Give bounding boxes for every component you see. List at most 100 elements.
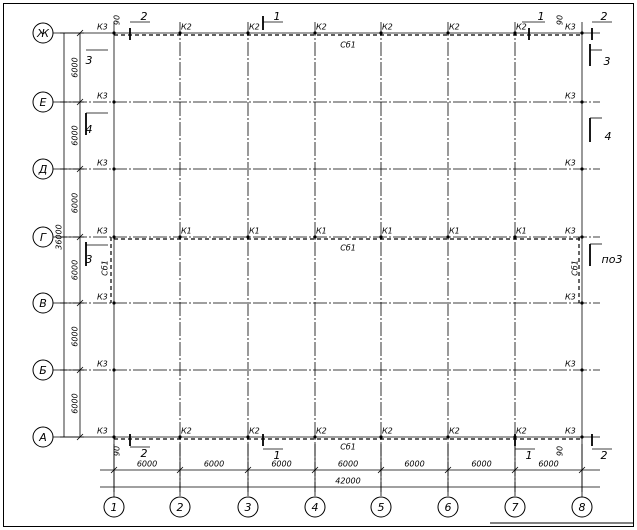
row-label: Ж [36,27,50,40]
node [379,235,383,239]
node [246,435,250,439]
node [580,100,584,104]
node-label: К1 [316,227,327,236]
dimension-text: 6000 [538,460,558,469]
row-bubble [32,426,54,448]
column-label: 2 [177,501,184,514]
node [112,31,116,35]
beam-label: Сб1 [571,260,580,276]
node-label: К3 [97,293,108,302]
dimension-tick [444,466,452,474]
node-label: К1 [382,227,393,236]
node [112,167,116,171]
node-label: К3 [565,427,576,436]
column-label: 6 [445,501,452,514]
column-bubble [571,496,593,518]
node-label: К2 [316,23,327,32]
column-label: 1 [111,501,118,514]
node-label: К3 [565,23,576,32]
node-label: К3 [97,23,108,32]
node [379,31,383,35]
row-bubble [32,22,54,44]
offset-dimension: 90 [556,15,565,25]
node [313,31,317,35]
node-label: К3 [97,159,108,168]
section-mark: 4 [86,123,93,136]
node [580,435,584,439]
row-label: В [39,297,47,310]
node [580,301,584,305]
node-label: К1 [516,227,527,236]
dimension-text: 36000 [55,224,64,249]
node [178,435,182,439]
column-bubble [437,496,459,518]
node [580,368,584,372]
section-mark: 1 [274,10,281,23]
node-label: К2 [316,427,327,436]
dimension-tick [76,98,84,106]
dimension-tick [110,466,118,474]
dimension-text: 6000 [338,460,358,469]
column-bubble [370,496,392,518]
dimension-tick [377,466,385,474]
node [379,435,383,439]
section-mark: 2 [141,447,148,460]
node [580,235,584,239]
row-bubble [32,226,54,248]
node [112,435,116,439]
dimension-tick [76,233,84,241]
row-label: Г [40,231,47,244]
offset-dimension: 90 [556,446,565,456]
section-mark: 1 [526,449,533,462]
dimension-tick [511,466,519,474]
frame [3,3,634,527]
node [580,31,584,35]
offset-dimension: 90 [113,15,122,25]
node-label: К1 [181,227,192,236]
column-bubble [504,496,526,518]
dimension-tick [76,299,84,307]
dimension-text: 42000 [335,477,360,486]
node-label: К2 [382,427,393,436]
dimension-tick [76,29,84,37]
node [246,31,250,35]
column-bubble [237,496,259,518]
node-label: К3 [97,227,108,236]
dimension-text: 6000 [271,460,291,469]
dimension-text: 6000 [471,460,491,469]
row-label: Д [38,163,48,176]
column-label: 7 [512,501,519,514]
section-mark: 2 [601,449,608,462]
column-bubble [169,496,191,518]
section-mark: 3 [604,55,611,68]
column-label: 3 [245,501,252,514]
node-label: К3 [565,227,576,236]
section-mark: 1 [538,10,545,23]
node [178,31,182,35]
node-label: К2 [382,23,393,32]
beam-label: Сб1 [340,244,356,253]
node [446,31,450,35]
node-label: К2 [181,427,192,436]
node-label: К1 [449,227,460,236]
section-mark: по3 [602,253,623,266]
node-label: К2 [181,23,192,32]
node [313,435,317,439]
row-bubble [32,91,54,113]
dimension-text: 6000 [71,125,80,145]
row-bubble [32,158,54,180]
column-bubble [304,496,326,518]
section-mark: 3 [86,253,93,266]
node [112,368,116,372]
node [513,235,517,239]
dimension-tick [76,165,84,173]
node-label: К2 [249,23,260,32]
dimension-text: 6000 [137,460,157,469]
dimension-tick [76,366,84,374]
section-mark: 4 [605,130,612,143]
column-label: 4 [312,501,319,514]
column-bubble [103,496,125,518]
node-label: К3 [565,159,576,168]
row-label: Б [39,364,47,377]
node [313,235,317,239]
